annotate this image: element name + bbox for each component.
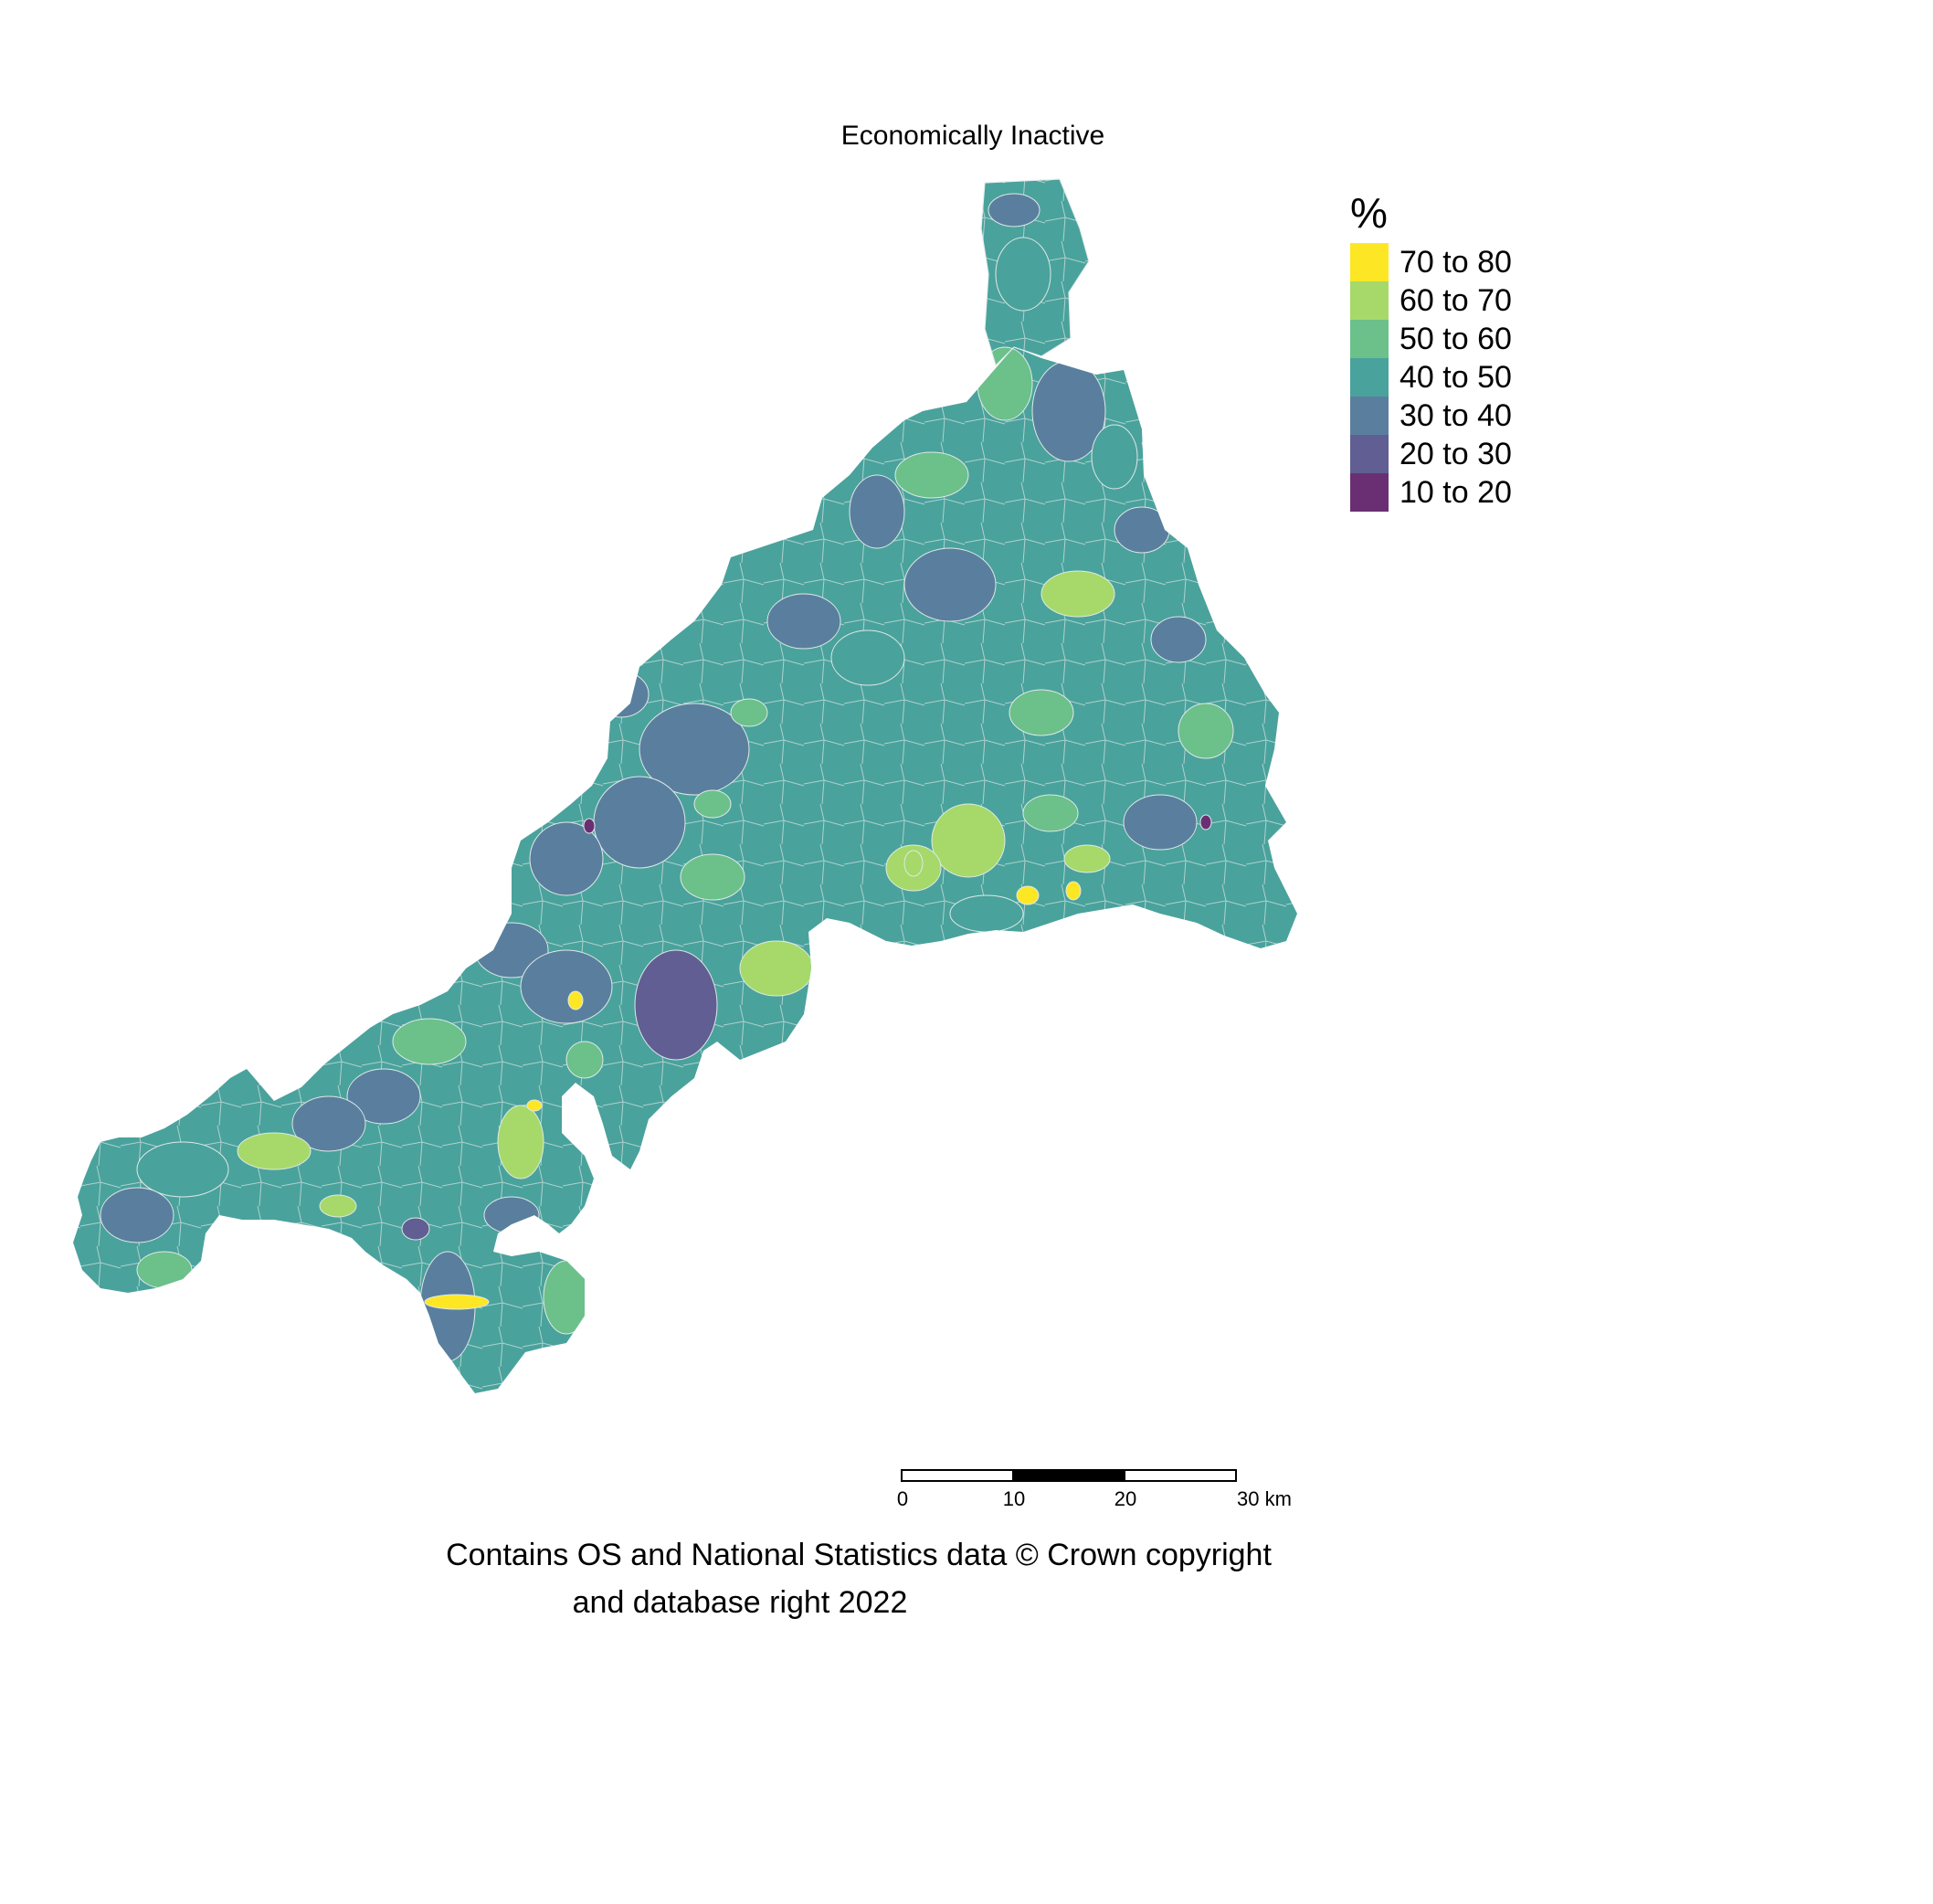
region-patch [424, 1294, 490, 1310]
region-patch [894, 451, 969, 499]
region-patch [830, 629, 905, 686]
region-patch [1009, 689, 1074, 736]
region-patch [1123, 794, 1198, 851]
legend-swatch [1350, 473, 1389, 512]
scale-tick: 0 [896, 1487, 909, 1510]
legend-item: 20 to 30 [1350, 435, 1512, 473]
region-patch [680, 853, 745, 901]
region-patch [1065, 881, 1082, 901]
legend-swatch [1350, 281, 1389, 320]
legend-item: 10 to 20 [1350, 473, 1512, 512]
legend-title: % [1350, 189, 1388, 237]
credit-line-1: Contains OS and National Statistics data… [446, 1538, 1272, 1572]
legend-label: 20 to 30 [1400, 436, 1512, 471]
legend-items: 70 to 80 60 to 70 50 to 60 40 to 50 30 to 40… [1350, 243, 1512, 512]
legend-label: 40 to 50 [1400, 359, 1512, 395]
coastline-north [980, 178, 1090, 367]
region-patch [291, 1095, 366, 1152]
region-patch [849, 474, 905, 549]
legend-item: 50 to 60 [1350, 320, 1512, 358]
region-patch [565, 1041, 604, 1079]
region-patch [567, 990, 584, 1010]
region-patch [583, 818, 596, 834]
legend-swatch [1350, 358, 1389, 397]
region-patch [497, 1105, 544, 1179]
scale-segment [1124, 1469, 1237, 1482]
legend-swatch [1350, 243, 1389, 281]
region-patch [520, 949, 613, 1024]
region-patch [903, 850, 924, 877]
legend-item: 40 to 50 [1350, 358, 1512, 397]
region-patch [693, 789, 732, 819]
region-patch [977, 346, 1033, 421]
region-patch [1040, 570, 1115, 618]
legend-label: 10 to 20 [1400, 474, 1512, 510]
region-patch [995, 237, 1051, 312]
legend: % 70 to 80 60 to 70 50 to 60 40 to 50 30 to … [1350, 188, 1512, 512]
region-patch [931, 803, 1006, 878]
credit-text: Contains OS and National Statistics data… [429, 1531, 1288, 1626]
region-patch [1150, 616, 1207, 663]
region-patch [1022, 794, 1079, 832]
legend-label: 60 to 70 [1400, 282, 1512, 318]
legend-item: 60 to 70 [1350, 281, 1512, 320]
scale-tick: 10 [1002, 1487, 1026, 1510]
legend-label: 50 to 60 [1400, 321, 1512, 356]
region-patch [526, 1099, 543, 1112]
region-patch [1178, 703, 1234, 759]
region-patch [136, 1251, 193, 1289]
map-title: Economically Inactive [840, 121, 1105, 151]
legend-item: 70 to 80 [1350, 243, 1512, 281]
region-patch [639, 703, 750, 796]
legend-label: 30 to 40 [1400, 397, 1512, 433]
region-patch [1063, 844, 1111, 873]
region-patch [1091, 424, 1138, 490]
region-patch [766, 593, 841, 650]
region-patch [483, 1196, 540, 1234]
region-patch [730, 698, 768, 727]
region-patch [949, 894, 1024, 933]
region-patch [1016, 885, 1040, 905]
region-patch [136, 1141, 229, 1198]
scale-segment [901, 1469, 1014, 1482]
credit-line-2: and database right 2022 [572, 1585, 908, 1620]
legend-swatch [1350, 397, 1389, 435]
region-patch [319, 1194, 357, 1218]
region-patch [739, 940, 814, 997]
scale-segment [1012, 1469, 1125, 1482]
region-patch [401, 1217, 430, 1241]
region-patch [543, 1260, 590, 1335]
scale-tick: 20 [1114, 1487, 1137, 1510]
region-patch [593, 776, 686, 869]
scale-tick: 30 km [1237, 1487, 1292, 1510]
legend-swatch [1350, 320, 1389, 358]
region-patch [1199, 814, 1212, 830]
region-patch [903, 547, 997, 622]
region-patch [346, 1068, 421, 1125]
region-patch [529, 821, 604, 896]
region-patch [988, 193, 1040, 227]
legend-label: 70 to 80 [1400, 244, 1512, 280]
region-patch [237, 1132, 312, 1170]
region-patch [593, 671, 650, 718]
legend-item: 30 to 40 [1350, 397, 1512, 435]
region-patch [634, 949, 718, 1061]
legend-swatch [1350, 435, 1389, 473]
region-patch [100, 1187, 174, 1243]
region-patch [1114, 506, 1170, 554]
region-patch [392, 1018, 467, 1065]
